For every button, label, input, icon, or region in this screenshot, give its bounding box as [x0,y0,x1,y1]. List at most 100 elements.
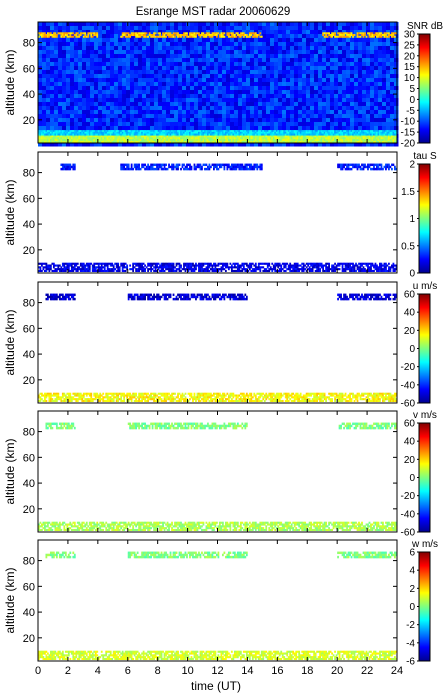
heatmap-cell [232,131,235,134]
heatmap-cell [182,126,187,131]
heatmap-cell [250,34,253,37]
heatmap-cell [154,135,157,138]
heatmap-cell [305,135,308,138]
heatmap-cell [183,135,185,138]
heatmap-cell [346,32,348,35]
heatmap-cell [120,35,123,38]
heatmap-cell [122,30,127,35]
heatmap-cell [114,86,119,91]
heatmap-cell [271,141,274,144]
heatmap-cell [106,131,109,134]
heatmap-cell [226,133,229,136]
heatmap-cell [126,38,131,43]
heatmap-cell [270,58,275,63]
heatmap-cell [347,141,350,144]
heatmap-cell [388,137,390,140]
heatmap-cell [194,42,199,47]
heatmap-cell [266,122,271,127]
heatmap-cell [386,135,389,138]
heatmap-cell [129,137,132,140]
heatmap-cell [74,74,79,79]
heatmap-cell [262,62,267,67]
heatmap-cell [374,54,379,59]
heatmap-cell [182,102,187,107]
heatmap-cell [238,82,243,87]
heatmap-cell [207,133,209,136]
heatmap-cell [250,131,253,134]
heatmap-cell [250,106,255,111]
heatmap-cell [106,46,111,51]
heatmap-cell [394,122,399,127]
heatmap-cell [374,46,379,51]
heatmap-cell [350,110,355,115]
heatmap-cell [61,131,64,134]
heatmap-cell [355,141,357,144]
heatmap-cell [133,139,136,142]
heatmap-cell [207,139,209,142]
heatmap-cell [122,102,127,107]
heatmap-cell [310,86,315,91]
heatmap-cell [286,110,291,115]
heatmap-cell [368,130,371,133]
heatmap-cell [350,34,353,37]
heatmap-cell [94,122,99,127]
heatmap-cell [76,137,79,140]
heatmap-cell [254,142,259,147]
heatmap-cell [326,38,331,43]
heatmap-cell [340,35,342,38]
heatmap-cell [39,141,42,144]
heatmap-cell [278,135,281,138]
heatmap-cell [70,66,75,71]
heatmap-cell [162,141,164,144]
heatmap-cell [230,122,235,127]
heatmap-cell [98,86,103,91]
heatmap-cell [362,34,365,37]
heatmap-cell [206,66,211,71]
heatmap-cell [87,130,90,133]
heatmap-cell [103,141,106,144]
heatmap-cell [335,35,338,38]
heatmap-cell [391,32,393,35]
heatmap-cell [299,130,302,133]
heatmap-cell [202,62,207,67]
heatmap-cell [86,142,91,147]
heatmap-cell [70,58,75,63]
heatmap-cell [102,141,105,144]
heatmap-cell [178,135,181,138]
heatmap-cell [178,98,183,103]
heatmap-cell [122,54,127,59]
heatmap-cell [201,131,203,134]
heatmap-cell [120,139,123,142]
heatmap-cell [42,114,47,119]
heatmap-cell [115,135,118,138]
heatmap-cell [254,32,257,35]
heatmap-cell [174,30,179,35]
heatmap-cell [79,141,82,144]
heatmap-cell [232,35,235,38]
heatmap-cell [218,70,223,75]
heatmap-cell [326,62,331,67]
heatmap-cell [54,94,59,99]
heatmap-cell [98,118,103,123]
heatmap-cell [367,32,369,35]
heatmap-cell [359,32,362,35]
heatmap-cell [214,131,217,134]
heatmap-cell [258,74,263,79]
heatmap-cell [134,110,139,115]
heatmap-cell [350,26,355,31]
heatmap-cell [278,46,283,51]
heatmap-cell [99,130,102,133]
heatmap-cell [163,133,166,136]
heatmap-cell [325,133,327,136]
heatmap-cell [344,35,347,38]
heatmap-cell [246,26,251,31]
heatmap-cell [166,32,169,35]
heatmap-cell [110,102,115,107]
heatmap-cell [341,137,344,140]
heatmap-cell [362,142,367,147]
heatmap-cell [373,135,375,138]
heatmap-cell [302,110,307,115]
heatmap-cell [341,135,344,138]
heatmap-cell [334,135,336,138]
heatmap-cell [145,130,148,133]
